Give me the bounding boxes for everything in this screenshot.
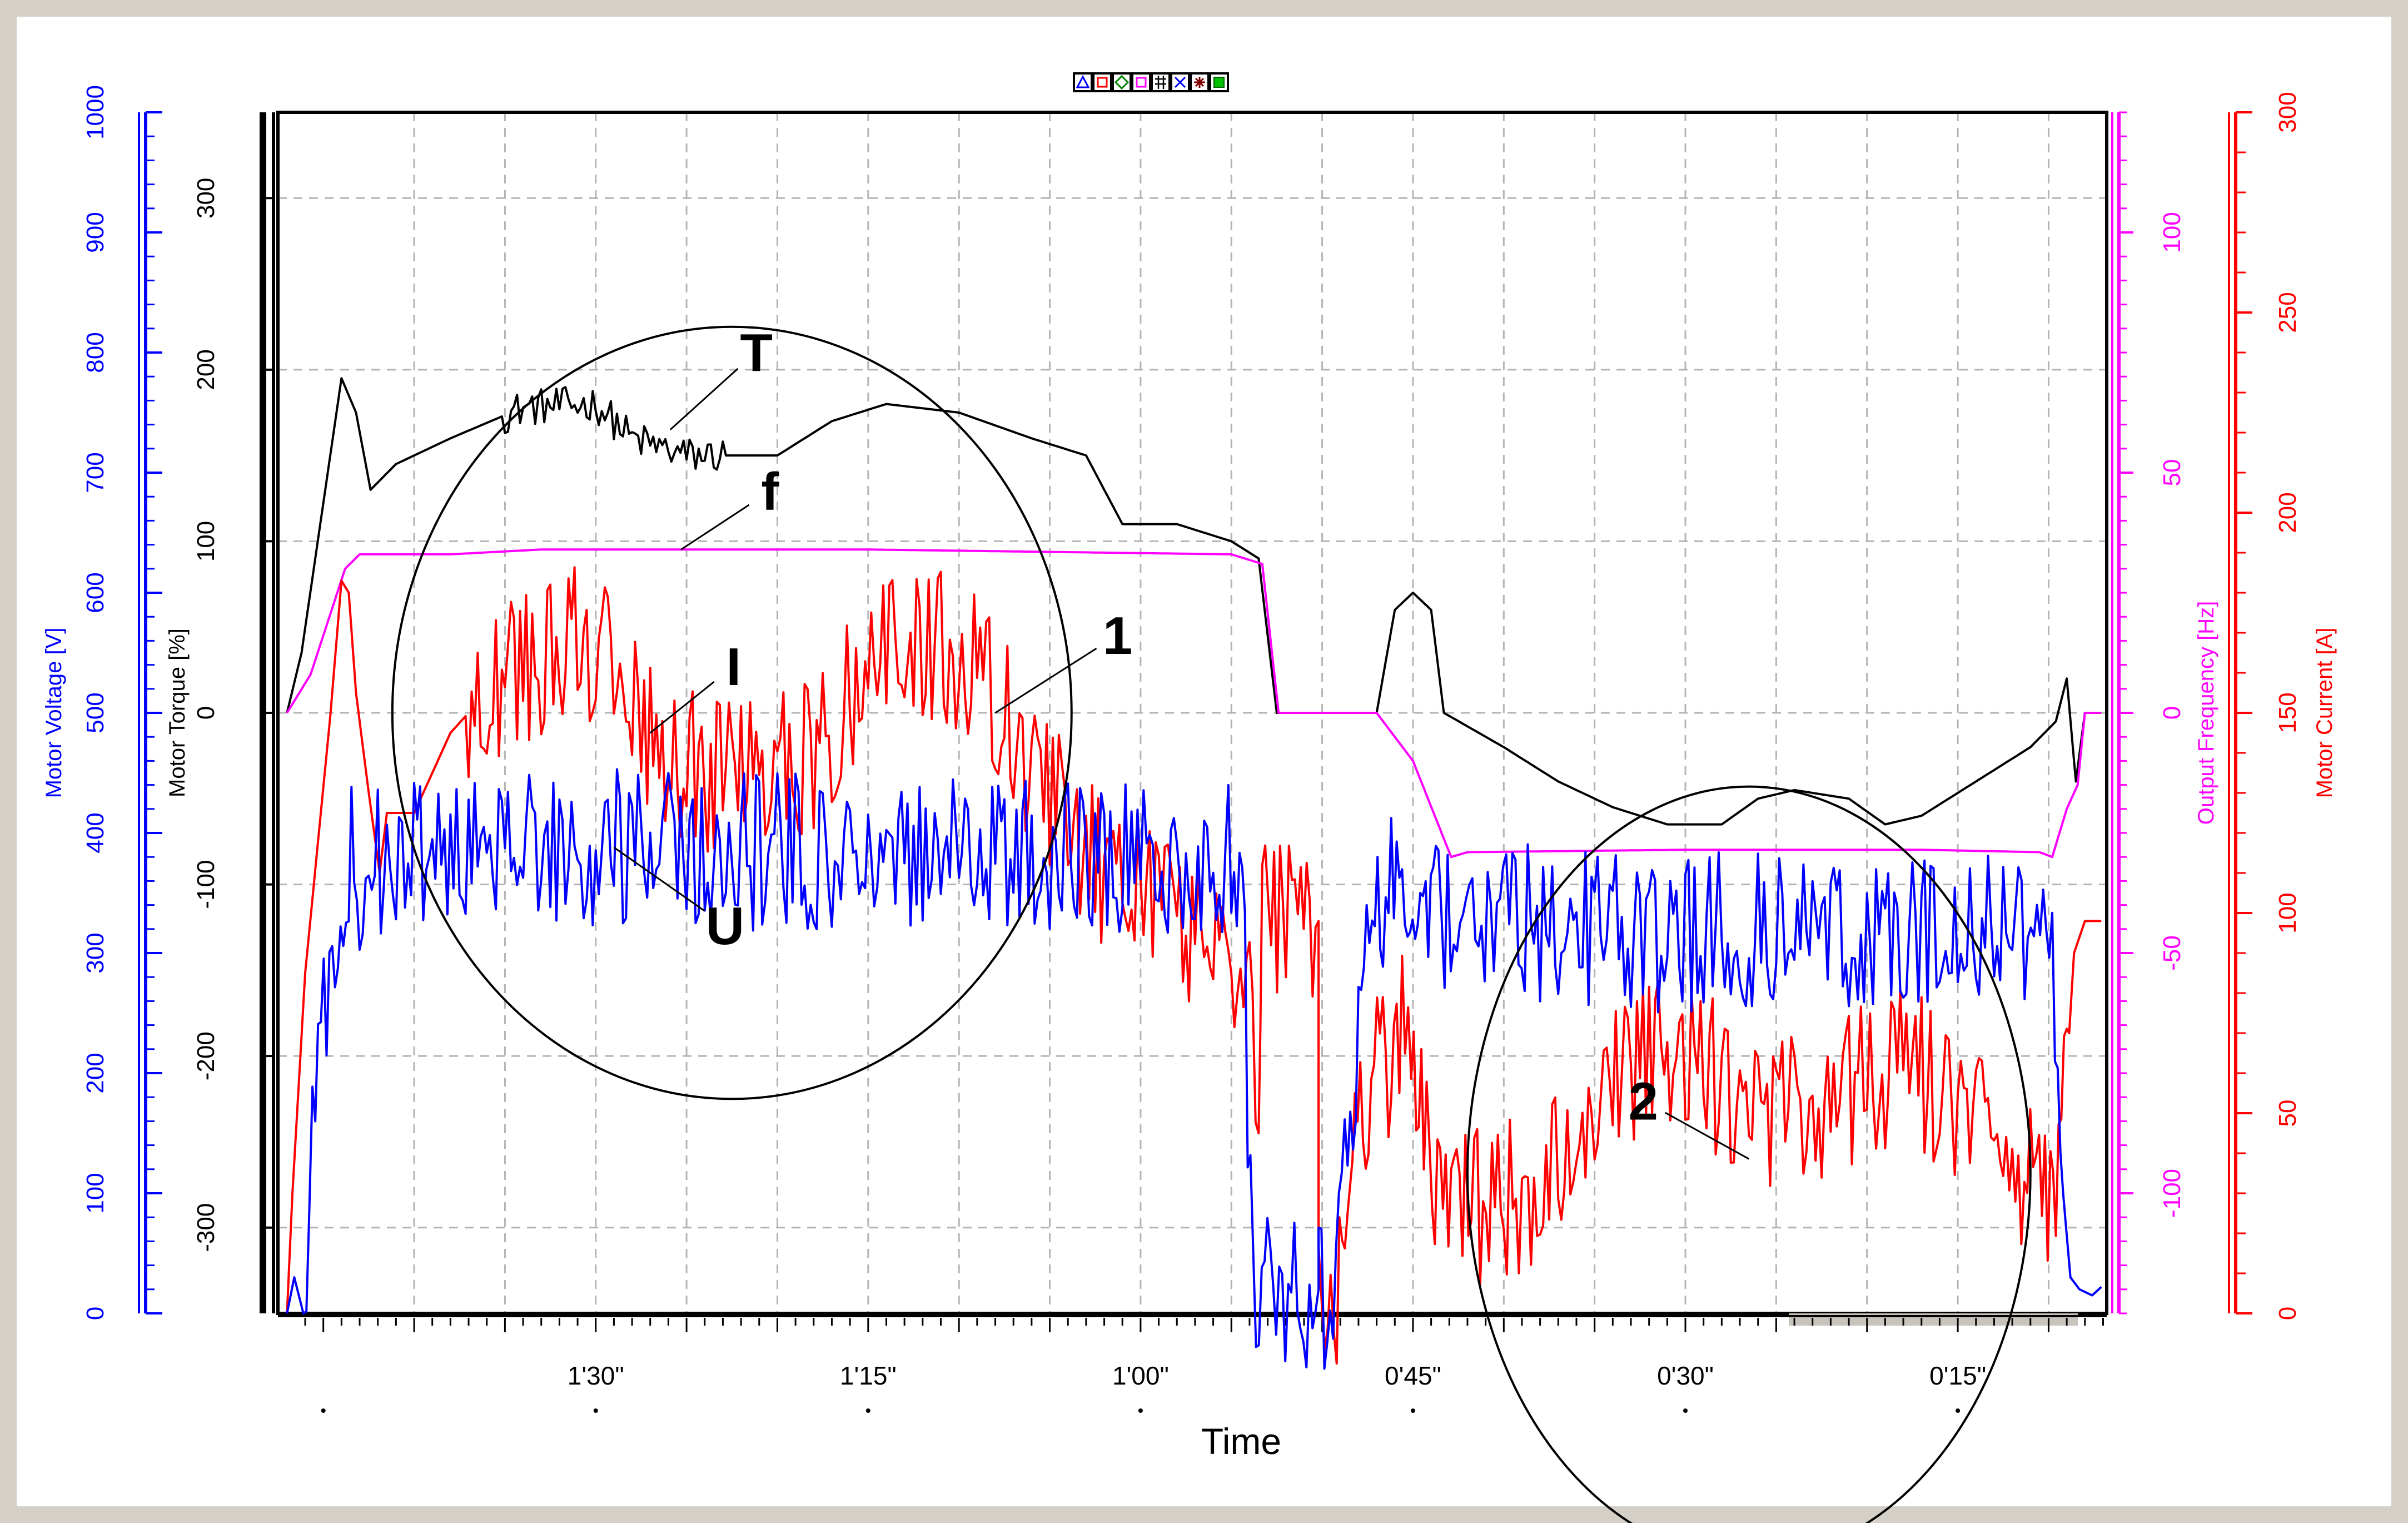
x-tick-label: 0'30" <box>1657 1361 1714 1390</box>
current-tick-label: 150 <box>2274 692 2301 733</box>
voltage-tick-label: 600 <box>82 572 109 613</box>
voltage-tick-label: 800 <box>82 332 109 373</box>
torque-tick-label: -200 <box>192 1031 220 1080</box>
torque-tick-label: -100 <box>192 860 220 909</box>
region-ellipse-1 <box>391 325 1073 1100</box>
x-axis-label: Time <box>1201 1421 1281 1462</box>
marker-cross-button[interactable] <box>1170 72 1190 92</box>
torque-tick-label: 0 <box>192 706 220 720</box>
annotation-label-f: f <box>761 462 779 522</box>
marker-filled-square-button[interactable] <box>1209 72 1229 92</box>
annotations: Tf I U 1 2 <box>391 323 2032 1523</box>
torque-tick-label: -300 <box>192 1203 220 1252</box>
frequency-tick-label: 0 <box>2158 706 2186 720</box>
annotation-leader-1 <box>994 647 1097 714</box>
current-axis: 0 50 100 150 200 250 300 Motor Current [A] <box>2234 92 2337 1320</box>
series-line-t <box>286 377 2102 826</box>
annotation-leader-f <box>680 504 750 550</box>
annotation-label-2: 2 <box>1629 1071 1658 1131</box>
marker-diamond-button[interactable] <box>1112 72 1132 92</box>
voltage-tick-label: 400 <box>82 812 109 853</box>
annotation-leader-t <box>669 368 739 430</box>
series-group <box>286 377 2102 1370</box>
frequency-axis: -100 -50 0 50 100 Output Frequency [Hz] <box>2117 111 2218 1314</box>
current-tick-label: 200 <box>2274 492 2301 533</box>
current-tick-label: 0 <box>2274 1307 2301 1320</box>
current-tick-label: 50 <box>2274 1100 2301 1127</box>
plot-frame <box>276 111 2108 1315</box>
voltage-tick-label: 200 <box>82 1053 109 1093</box>
frequency-axis-title: Output Frequency [Hz] <box>2194 601 2218 825</box>
frequency-tick-label: -50 <box>2158 935 2186 971</box>
frequency-tick-label: 50 <box>2158 459 2186 487</box>
x-tick-label: 0'15" <box>1929 1361 1986 1390</box>
annotation-label-u: U <box>706 896 744 956</box>
x-tick-label: 1'30" <box>568 1361 624 1390</box>
toolbar <box>1073 72 1229 92</box>
annotation-label-t: T <box>740 323 773 383</box>
current-tick-label: 250 <box>2274 292 2301 333</box>
voltage-tick-label: 300 <box>82 932 109 973</box>
marker-square-button[interactable] <box>1092 72 1112 92</box>
region-ellipse-2 <box>1466 785 2032 1523</box>
annotation-leader-u <box>613 846 705 912</box>
voltage-tick-label: 700 <box>82 452 109 493</box>
current-tick-label: 100 <box>2274 892 2301 933</box>
torque-axis: -300 -200 -100 0 100 200 300 Motor Torque [%] <box>165 112 275 1313</box>
frequency-tick-label: 100 <box>2158 212 2186 252</box>
series-line-f <box>286 548 2102 859</box>
x-tick-label: 1'15" <box>840 1361 897 1390</box>
voltage-tick-label: 0 <box>82 1307 109 1320</box>
voltage-axis-title: Motor Voltage [V] <box>42 628 66 798</box>
x-tick-label: 1'00" <box>1112 1361 1169 1390</box>
current-axis-title: Motor Current [A] <box>2312 628 2337 798</box>
voltage-tick-label: 500 <box>82 692 109 733</box>
torque-axis-title: Motor Torque [%] <box>165 628 190 797</box>
voltage-tick-label: 900 <box>82 212 109 252</box>
marker-star-button[interactable] <box>1190 72 1210 92</box>
annotation-leader-2 <box>1665 1112 1750 1160</box>
marker-triangle-button[interactable] <box>1073 72 1093 92</box>
annotation-label-i: I <box>726 637 741 697</box>
torque-tick-label: 200 <box>192 349 220 390</box>
grid-toggle-button[interactable] <box>1151 72 1171 92</box>
torque-tick-label: 100 <box>192 521 220 562</box>
annotation-leader-i <box>649 681 715 734</box>
grid-lines <box>278 112 2107 1313</box>
series-line-u <box>286 768 2102 1370</box>
marker-square-magenta-button[interactable] <box>1131 72 1151 92</box>
chart-panel <box>17 17 2391 1506</box>
x-axis: 1'30" 1'15" 1'00" 0'45" 0'30" 0'15" <box>278 1315 2107 1413</box>
torque-tick-label: 300 <box>192 178 220 219</box>
voltage-tick-label: 1000 <box>82 85 109 140</box>
frequency-tick-label: -100 <box>2158 1169 2186 1218</box>
current-tick-label: 300 <box>2274 92 2301 132</box>
voltage-tick-label: 100 <box>82 1173 109 1213</box>
annotation-label-1: 1 <box>1103 606 1132 666</box>
voltage-axis: 0 100 200 300 400 500 600 700 800 900 1000 Motor Vo… <box>42 85 162 1320</box>
x-tick-label: 0'45" <box>1385 1361 1441 1390</box>
